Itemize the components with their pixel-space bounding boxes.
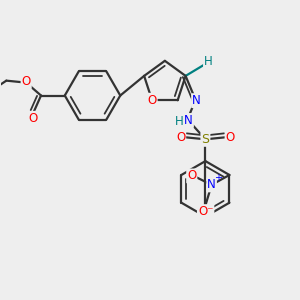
Text: O: O	[176, 131, 185, 144]
Text: N: N	[192, 94, 201, 107]
Text: N: N	[207, 178, 216, 191]
Text: N: N	[184, 114, 193, 127]
Text: O: O	[187, 169, 196, 182]
Text: H: H	[175, 115, 184, 128]
Text: O: O	[147, 94, 157, 107]
Text: O⁻: O⁻	[198, 205, 213, 218]
Text: O: O	[28, 112, 38, 125]
Text: O: O	[22, 75, 31, 88]
Text: S: S	[201, 133, 209, 146]
Text: +: +	[214, 173, 221, 183]
Text: O: O	[226, 131, 235, 144]
Text: H: H	[204, 55, 213, 68]
